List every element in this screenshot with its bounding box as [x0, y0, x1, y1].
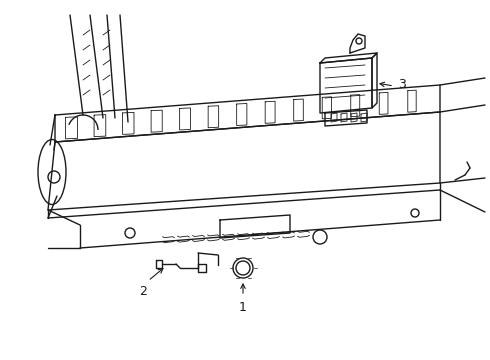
Text: 1: 1: [239, 301, 247, 314]
Text: 2: 2: [139, 285, 147, 298]
Text: 3: 3: [398, 77, 406, 90]
